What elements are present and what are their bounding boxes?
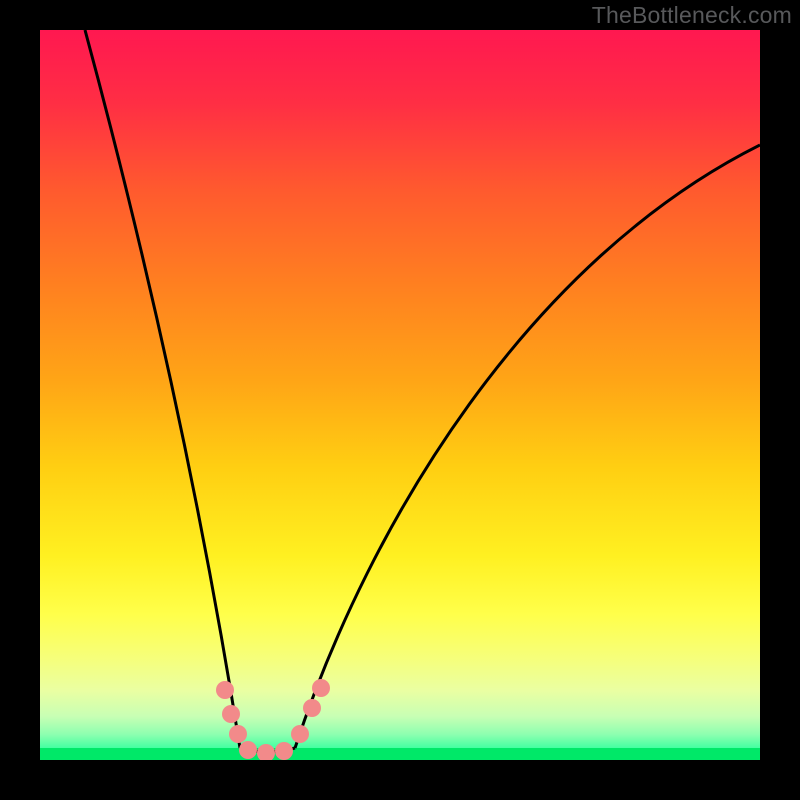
data-marker bbox=[275, 742, 293, 760]
bottom-green-band bbox=[40, 748, 760, 760]
data-marker bbox=[257, 744, 275, 762]
watermark: TheBottleneck.com bbox=[592, 2, 792, 29]
plot-background bbox=[40, 30, 760, 760]
data-marker bbox=[303, 699, 321, 717]
data-marker bbox=[239, 741, 257, 759]
bottleneck-chart bbox=[0, 0, 800, 800]
data-marker bbox=[312, 679, 330, 697]
figure-container: TheBottleneck.com bbox=[0, 0, 800, 800]
data-marker bbox=[291, 725, 309, 743]
data-marker bbox=[222, 705, 240, 723]
data-marker bbox=[229, 725, 247, 743]
data-marker bbox=[216, 681, 234, 699]
